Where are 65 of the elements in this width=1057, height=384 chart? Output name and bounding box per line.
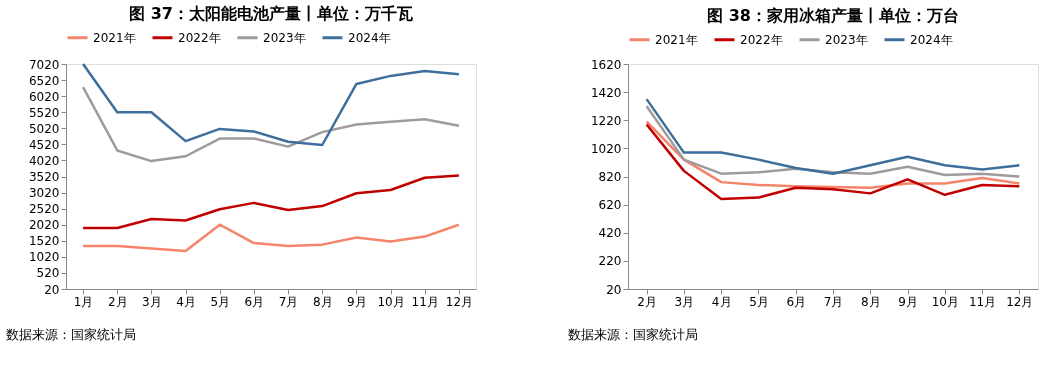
x-tick-label: 2月 xyxy=(107,294,128,309)
legend-label: 2022年 xyxy=(740,32,783,47)
legend-label: 2023年 xyxy=(263,30,306,45)
y-tick-label: 1220 xyxy=(590,113,622,128)
x-tick-label: 7月 xyxy=(823,294,844,309)
line-series xyxy=(81,223,461,253)
x-tick-label: 1月 xyxy=(73,294,94,309)
y-tick-label: 7020 xyxy=(28,57,60,72)
line-series xyxy=(81,85,461,163)
legend-label: 2021年 xyxy=(93,30,136,45)
legend-label: 2022年 xyxy=(178,30,221,45)
y-tick-label: 4020 xyxy=(28,153,60,168)
x-tick-label: 12月 xyxy=(445,294,474,309)
x-tick-label: 6月 xyxy=(786,294,807,309)
y-tick-label: 3020 xyxy=(28,186,60,201)
y-tick-label: 20 xyxy=(44,282,60,297)
x-tick-label: 8月 xyxy=(312,294,333,309)
x-tick-label: 4月 xyxy=(711,294,732,309)
y-tick-label: 6520 xyxy=(28,73,60,88)
x-tick-label: 10月 xyxy=(377,294,405,309)
x-tick-label: 11月 xyxy=(411,294,439,309)
y-tick-label: 1020 xyxy=(28,250,60,265)
source-note: 数据来源：国家统计局 xyxy=(568,327,698,342)
y-tick-label: 420 xyxy=(598,226,622,241)
legend-label: 2023年 xyxy=(825,32,868,47)
legend-label: 2024年 xyxy=(348,30,391,45)
x-tick-label: 7月 xyxy=(278,294,299,309)
line-series xyxy=(81,174,461,230)
y-tick-label: 5020 xyxy=(28,121,60,136)
y-tick-label: 2520 xyxy=(28,202,60,217)
x-tick-label: 10月 xyxy=(931,294,959,309)
y-tick-label: 520 xyxy=(36,266,60,281)
legend-label: 2021年 xyxy=(655,32,698,47)
x-tick-label: 5月 xyxy=(749,294,769,309)
x-tick-label: 4月 xyxy=(176,294,196,309)
y-tick-label: 1420 xyxy=(590,85,622,100)
y-tick-label: 1520 xyxy=(28,234,60,249)
y-tick-label: 220 xyxy=(598,254,622,269)
line-series xyxy=(81,62,461,147)
y-tick-label: 1620 xyxy=(590,57,622,72)
y-tick-label: 6020 xyxy=(28,89,60,104)
chart-title: 图 38：家用冰箱产量丨单位：万台 xyxy=(707,6,959,25)
x-tick-label: 9月 xyxy=(898,294,918,309)
x-tick-label: 8月 xyxy=(860,294,881,309)
y-tick-label: 20 xyxy=(606,282,622,297)
chart-title: 图 37：太阳能电池产量丨单位：万千瓦 xyxy=(129,4,413,23)
y-tick-label: 620 xyxy=(598,198,622,213)
y-tick-label: 2020 xyxy=(28,218,60,233)
line-series xyxy=(645,123,1021,201)
x-tick-label: 6月 xyxy=(244,294,265,309)
y-tick-label: 1020 xyxy=(590,141,622,156)
x-tick-label: 9月 xyxy=(347,294,367,309)
x-tick-label: 3月 xyxy=(674,294,695,309)
x-tick-label: 3月 xyxy=(142,294,162,309)
y-tick-label: 820 xyxy=(598,170,622,184)
x-tick-label: 11月 xyxy=(968,294,997,309)
source-note: 数据来源：国家统计局 xyxy=(6,327,136,342)
x-tick-label: 5月 xyxy=(210,294,231,309)
legend-label: 2024年 xyxy=(910,32,953,47)
line-series xyxy=(645,120,1021,189)
x-tick-label: 2月 xyxy=(637,294,657,309)
y-tick-label: 3520 xyxy=(28,170,60,184)
y-tick-label: 4520 xyxy=(28,137,60,152)
y-tick-label: 5520 xyxy=(28,105,60,120)
x-tick-label: 12月 xyxy=(1006,294,1034,309)
